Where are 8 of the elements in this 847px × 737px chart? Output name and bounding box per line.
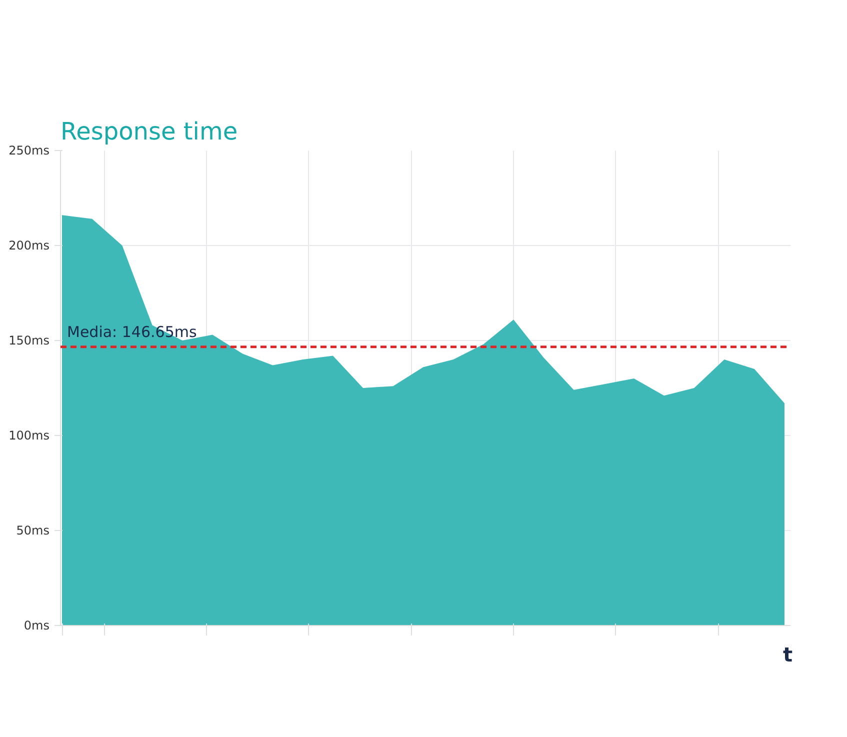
- y-tick-label: 50ms: [16, 524, 50, 538]
- y-tick-label: 100ms: [8, 428, 50, 442]
- y-tick-label: 250ms: [8, 144, 50, 158]
- y-tick-label: 200ms: [8, 238, 50, 252]
- chart-title: Response time: [60, 118, 238, 146]
- x-axis-title: t: [782, 642, 793, 666]
- y-tick-label: 0ms: [24, 618, 50, 632]
- y-tick-label: 150ms: [8, 334, 50, 348]
